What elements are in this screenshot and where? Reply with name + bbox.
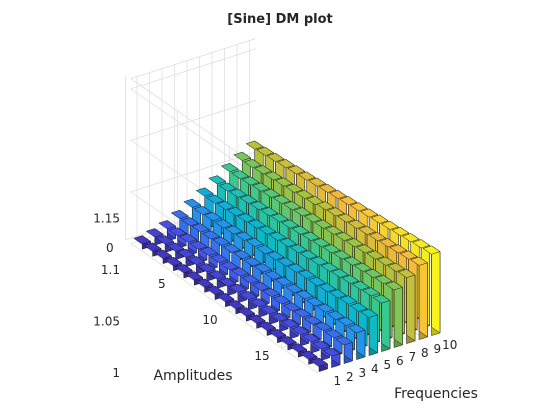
x-tick-label: 2 [346, 370, 354, 384]
bars [133, 140, 441, 372]
bar [310, 357, 329, 372]
y-tick-label: 15 [254, 349, 269, 363]
bar [397, 268, 416, 344]
y-tick-label: 0 [106, 241, 114, 255]
bar [168, 227, 187, 249]
bar [216, 292, 235, 308]
x-axis-label: Frequencies [394, 386, 478, 402]
bar [410, 256, 429, 340]
bar [322, 347, 341, 368]
x-tick-label: 4 [371, 362, 379, 376]
bar [335, 336, 354, 364]
x-tick-label: 6 [396, 354, 404, 368]
x-tick-label: 3 [358, 366, 366, 380]
bar [206, 285, 225, 300]
bar [360, 308, 379, 356]
z-tick-label: 1.15 [93, 212, 120, 226]
bar [133, 235, 152, 250]
bar [268, 328, 287, 344]
y-tick-label: 5 [158, 277, 166, 291]
x-tick-label: 9 [433, 342, 441, 356]
chart-title: [Sine] DM plot [227, 12, 332, 27]
z-tick-label: 1.05 [93, 315, 120, 329]
bar [372, 294, 391, 352]
x-tick-label: 7 [408, 350, 416, 364]
x-tick-label: 10 [442, 338, 457, 352]
x-gridline [149, 72, 338, 368]
z-tick-label: 1 [112, 366, 120, 380]
x-tick-label: 5 [383, 358, 391, 372]
bar [422, 245, 441, 336]
bar [156, 235, 175, 253]
x-tick-label: 1 [333, 374, 341, 388]
bar [347, 323, 366, 360]
bar [237, 307, 256, 322]
y-axis-label: Amplitudes [153, 368, 232, 384]
bar [181, 216, 200, 245]
x-gridline [136, 76, 325, 372]
bar [291, 325, 310, 347]
bar [385, 281, 404, 348]
z-tick-label: 1.1 [101, 263, 120, 277]
y-tick-label: 10 [202, 313, 217, 327]
x-tick-label: 8 [421, 346, 429, 360]
